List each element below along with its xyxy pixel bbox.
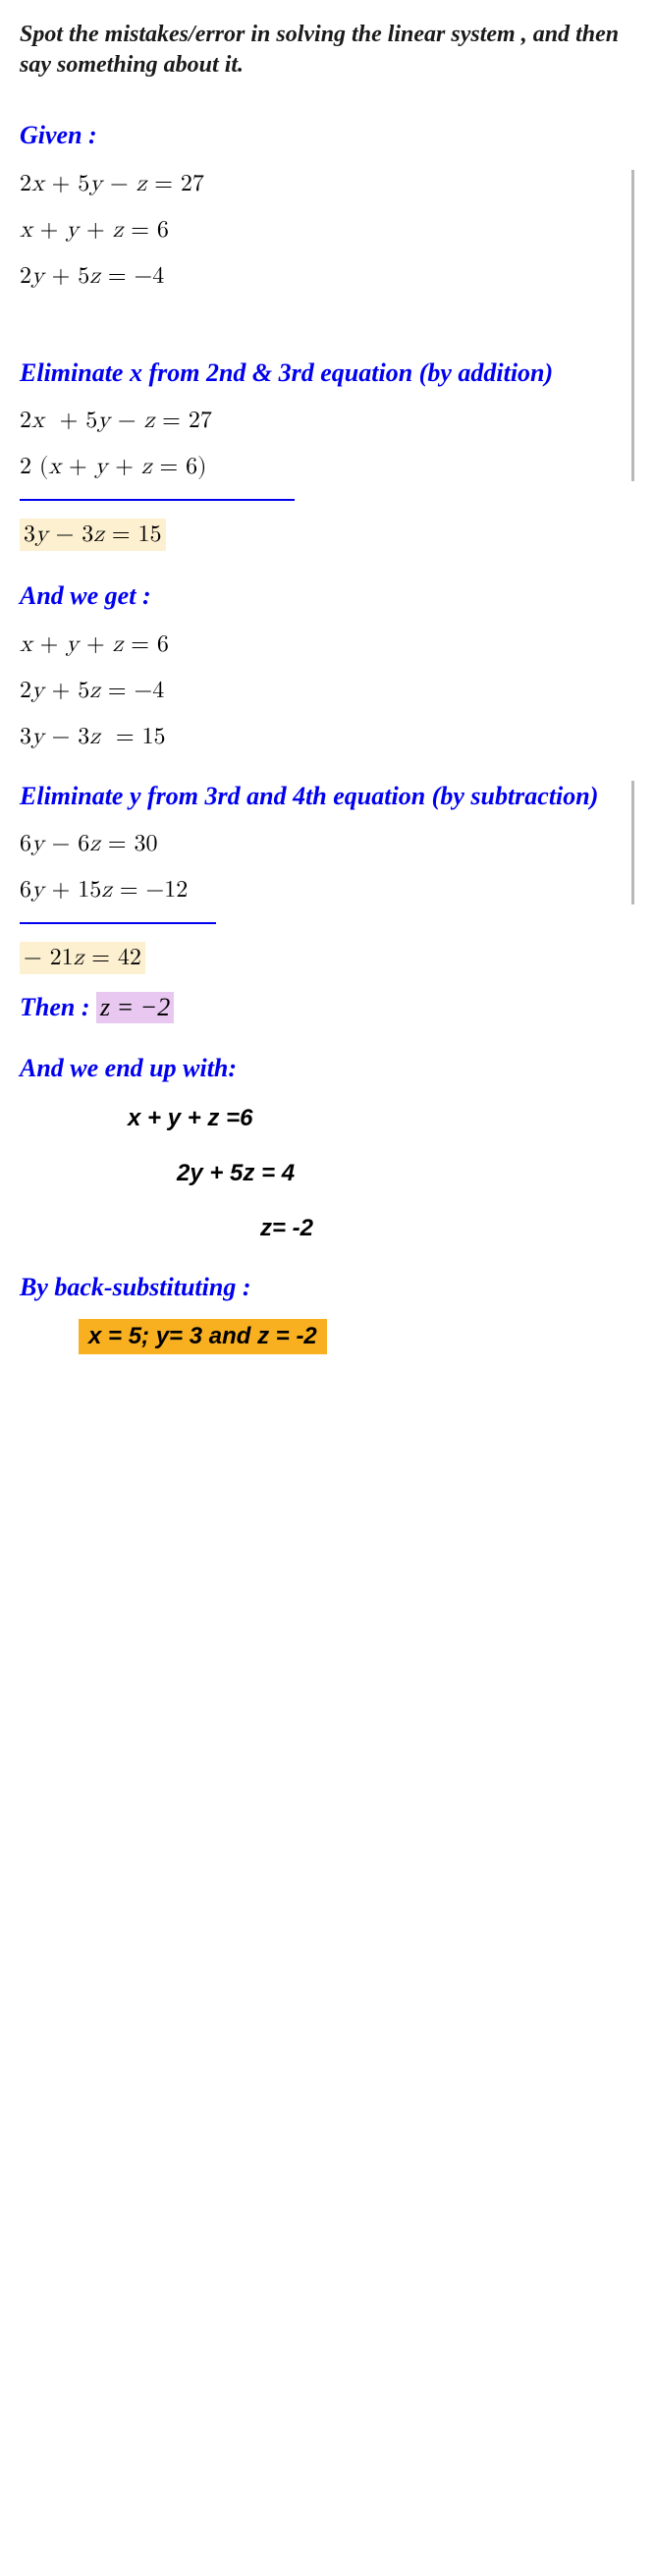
divider-1 bbox=[20, 499, 295, 501]
final-answer-wrap: x = 5; y= 3 and z = -2 bbox=[20, 1319, 634, 1354]
sys2-line-2: 2y + 5z = −4 bbox=[20, 677, 634, 705]
problem-prompt: Spot the mistakes/error in solving the l… bbox=[20, 20, 634, 81]
eliminate-x-heading: Eliminate x from 2nd & 3rd equation (by … bbox=[20, 357, 622, 390]
sys2-line-3: 3y − 3z = 15 bbox=[20, 723, 634, 751]
elim-y-line-1: 6y − 6z = 30 bbox=[20, 830, 622, 858]
elim-y-line-2: 6y + 15z = −12 bbox=[20, 876, 622, 904]
end-up-heading: And we end up with: bbox=[20, 1053, 634, 1085]
then-label: Then : bbox=[20, 993, 96, 1021]
then-result: z = −2 bbox=[96, 992, 174, 1023]
equation-1: 2x + 5y − z = 27 bbox=[20, 170, 622, 198]
backsub-heading: By back-substituting : bbox=[20, 1272, 634, 1304]
divider-2 bbox=[20, 922, 216, 924]
equation-3: 2y + 5z = −4 bbox=[20, 262, 622, 291]
triangular-system: x + y + z =6 2y + 5z = 4 z= -2 bbox=[20, 1105, 634, 1242]
elim-x-result: 3y − 3z = 15 bbox=[20, 519, 634, 551]
elim-y-result: − 21z = 42 bbox=[20, 942, 634, 974]
tri-row-3: z= -2 bbox=[20, 1215, 634, 1242]
given-heading: Given : bbox=[20, 120, 634, 152]
tri-row-2: 2y + 5z = 4 bbox=[20, 1160, 634, 1187]
tri-row-1: x + y + z =6 bbox=[20, 1105, 634, 1132]
equation-2: x + y + z = 6 bbox=[20, 216, 622, 245]
and-we-get-heading: And we get : bbox=[20, 580, 634, 613]
eliminate-y-heading: Eliminate y from 3rd and 4th equation (b… bbox=[20, 781, 622, 813]
elim-x-line-2: 2 (x + y + z = 6) bbox=[20, 453, 622, 481]
elim-x-line-1: 2x + 5y − z = 27 bbox=[20, 407, 622, 435]
sys2-line-1: x + y + z = 6 bbox=[20, 630, 634, 659]
then-line: Then : z = −2 bbox=[20, 992, 634, 1023]
final-answer: x = 5; y= 3 and z = -2 bbox=[79, 1319, 327, 1354]
